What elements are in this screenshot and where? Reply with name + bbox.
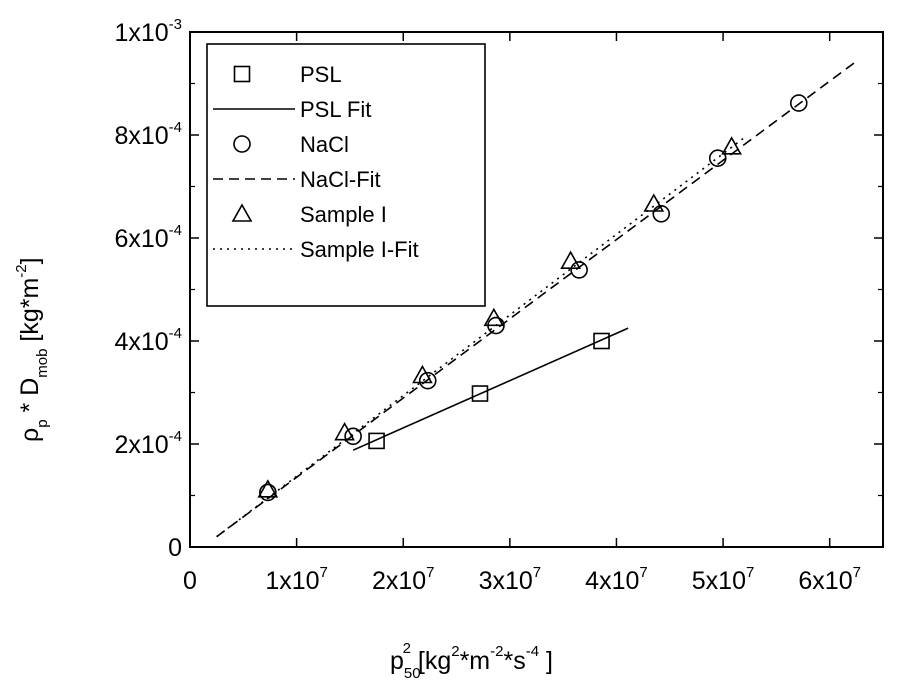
legend-symbol [231,203,253,222]
y-tick-label: 6x10-4 [114,222,182,253]
legend: PSL PSL Fit NaCl NaCl-Fit Sample I Sample I-F… [206,43,486,307]
legend-label: Sample I [300,202,387,227]
x-tick-label: 6x107 [798,564,861,595]
y-tick-label: 2x10-4 [114,428,182,459]
point-nacl [570,261,588,279]
legend-symbol [233,65,251,83]
legend-label: PSL [300,62,342,87]
point-nacl [418,371,437,390]
x-tick-label: 4x107 [585,564,648,595]
legend-label: NaCl [300,132,349,157]
point-sample-i [560,250,581,269]
y-tick-label: 1x10-3 [114,16,182,47]
tick-labels-layer: 0 1x107 2x107 3x107 4x107 5x107 6x107 0 2x10-4 4x… [114,16,861,595]
legend-symbol [233,135,251,153]
point-sample-i [483,307,505,327]
fit-line-nacl-fit [216,62,855,538]
point-sample-i [643,193,665,212]
data-points-layer [257,94,808,502]
point-nacl [344,427,362,446]
point-sample-i [412,364,433,384]
point-psl [368,432,385,450]
legend-box [206,43,486,307]
point-sample-i [257,479,279,498]
point-nacl [708,149,727,167]
y-axis-title: ρp * Dmob [kg*m-2] [13,257,51,442]
legend-label: NaCl-Fit [300,167,381,192]
point-nacl [652,204,671,223]
point-sample-i [334,422,355,441]
fit-line-sample-i-fit [216,136,745,538]
x-tick-label: 5x107 [692,564,755,595]
point-psl [471,385,489,402]
y-tick-label: 0 [168,534,182,562]
legend-label: PSL Fit [300,97,371,122]
y-tick-label: 4x10-4 [114,325,182,356]
axes-layer [189,31,884,548]
point-sample-i [721,136,742,155]
fit-lines-layer [216,62,855,538]
point-nacl [789,94,808,112]
point-psl [593,332,610,350]
x-tick-label: 0 [183,567,197,595]
legend-label: Sample I-Fit [300,237,419,262]
x-tick-label: 1x107 [265,564,328,595]
x-axis-title: p502 [kg2*m-2*s-4 ] [390,640,553,681]
y-tick-label: 8x10-4 [114,119,182,150]
x-tick-label: 2x107 [372,564,435,595]
fit-line-psl-fit [352,327,629,451]
x-tick-label: 3x107 [479,564,542,595]
point-nacl [259,483,277,502]
